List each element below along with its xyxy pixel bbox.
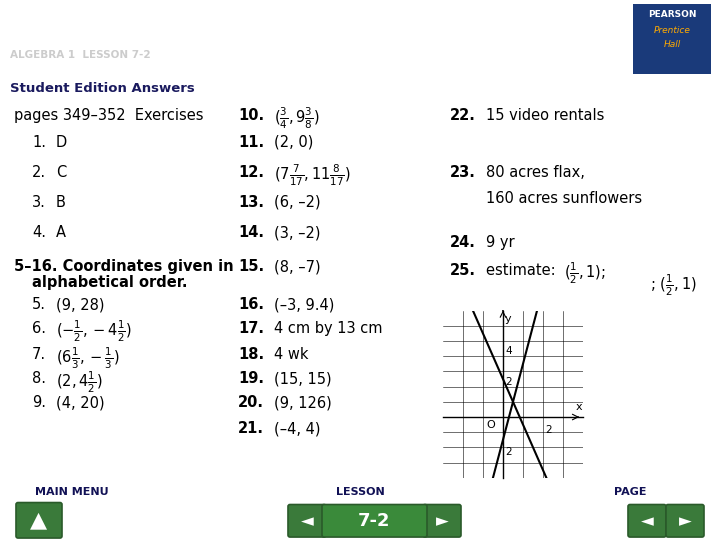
Text: 4 cm by 13 cm: 4 cm by 13 cm <box>274 321 382 336</box>
Text: 13.: 13. <box>238 195 264 210</box>
Text: 23.: 23. <box>450 165 476 180</box>
Text: ►: ► <box>679 512 691 530</box>
FancyBboxPatch shape <box>322 504 427 537</box>
Text: (4, 20): (4, 20) <box>56 395 104 410</box>
Text: 25.: 25. <box>450 263 476 278</box>
Text: (6, –2): (6, –2) <box>274 195 320 210</box>
Text: Hall: Hall <box>663 40 680 49</box>
Text: $(2, 4\frac{1}{2})$: $(2, 4\frac{1}{2})$ <box>56 369 102 395</box>
Text: (3, –2): (3, –2) <box>274 225 320 240</box>
Text: 12.: 12. <box>238 165 264 180</box>
Text: 5.: 5. <box>32 297 46 312</box>
Text: (2, 0): (2, 0) <box>274 135 313 150</box>
Text: 7-2: 7-2 <box>358 512 390 530</box>
Text: D: D <box>56 135 67 150</box>
Text: 15 video rentals: 15 video rentals <box>486 108 604 123</box>
Text: 2: 2 <box>545 424 552 435</box>
Text: $(6\frac{1}{3}, -\frac{1}{3})$: $(6\frac{1}{3}, -\frac{1}{3})$ <box>56 345 120 370</box>
FancyBboxPatch shape <box>628 504 666 537</box>
Text: PAGE: PAGE <box>613 487 647 497</box>
Text: 8.: 8. <box>32 371 46 386</box>
Text: 10.: 10. <box>238 108 264 123</box>
FancyBboxPatch shape <box>288 504 326 537</box>
Text: 2: 2 <box>505 376 512 387</box>
FancyBboxPatch shape <box>666 504 704 537</box>
Text: 3.: 3. <box>32 195 46 210</box>
Text: 80 acres flax,: 80 acres flax, <box>486 165 585 180</box>
Text: 15.: 15. <box>238 259 264 274</box>
Text: ◄: ◄ <box>301 512 313 530</box>
Text: estimate:: estimate: <box>486 263 560 278</box>
Text: ▲: ▲ <box>30 510 48 530</box>
Text: 16.: 16. <box>238 297 264 312</box>
Text: 11.: 11. <box>238 135 264 150</box>
Text: 6.: 6. <box>32 321 46 336</box>
Text: 7.: 7. <box>32 347 46 362</box>
Text: (9, 28): (9, 28) <box>56 297 104 312</box>
Text: 21.: 21. <box>238 421 264 436</box>
Text: (9, 126): (9, 126) <box>274 395 332 410</box>
Text: 9 yr: 9 yr <box>486 235 515 250</box>
Text: 2.: 2. <box>32 165 46 180</box>
FancyBboxPatch shape <box>633 4 711 75</box>
FancyBboxPatch shape <box>423 504 461 537</box>
Text: 5–16. Coordinates given in: 5–16. Coordinates given in <box>14 259 233 274</box>
Text: alphabetical order.: alphabetical order. <box>32 275 187 290</box>
Text: 4: 4 <box>505 346 512 356</box>
Text: 4 wk: 4 wk <box>274 347 308 362</box>
Text: 19.: 19. <box>238 371 264 386</box>
Text: Student Edition Answers: Student Edition Answers <box>10 82 194 95</box>
Text: 9.: 9. <box>32 395 46 410</box>
Text: B: B <box>56 195 66 210</box>
Text: pages 349–352  Exercises: pages 349–352 Exercises <box>14 108 204 123</box>
Text: O: O <box>486 420 495 430</box>
Text: 14.: 14. <box>238 225 264 240</box>
Text: 18.: 18. <box>238 347 264 362</box>
Text: PEARSON: PEARSON <box>648 10 696 19</box>
Text: 160 acres sunflowers: 160 acres sunflowers <box>486 191 642 206</box>
Text: 4.: 4. <box>32 225 46 240</box>
Text: ALGEBRA 1  LESSON 7-2: ALGEBRA 1 LESSON 7-2 <box>10 50 150 60</box>
Text: 2: 2 <box>505 448 512 457</box>
Text: (–3, 9.4): (–3, 9.4) <box>274 297 334 312</box>
Text: 1.: 1. <box>32 135 46 150</box>
Text: MAIN MENU: MAIN MENU <box>35 487 109 497</box>
Text: Solving Systems Using Substitution: Solving Systems Using Substitution <box>10 18 487 42</box>
Text: ►: ► <box>436 512 449 530</box>
Text: 17.: 17. <box>238 321 264 336</box>
Text: 20.: 20. <box>238 395 264 410</box>
Text: 22.: 22. <box>450 108 476 123</box>
FancyBboxPatch shape <box>16 503 62 538</box>
Text: y: y <box>505 314 512 323</box>
Text: $(-\frac{1}{2}, -4\frac{1}{2})$: $(-\frac{1}{2}, -4\frac{1}{2})$ <box>56 319 132 345</box>
Text: $(7\frac{7}{17}, 11\frac{8}{17})$: $(7\frac{7}{17}, 11\frac{8}{17})$ <box>274 163 351 188</box>
Text: (15, 15): (15, 15) <box>274 371 332 386</box>
Text: C: C <box>56 165 66 180</box>
Text: LESSON: LESSON <box>336 487 384 497</box>
Text: ; $(\frac{1}{2}, 1)$: ; $(\frac{1}{2}, 1)$ <box>650 273 697 299</box>
Text: $(\frac{1}{2}, 1)$;: $(\frac{1}{2}, 1)$; <box>564 261 606 286</box>
Text: Prentice: Prentice <box>654 26 690 35</box>
Text: (8, –7): (8, –7) <box>274 259 320 274</box>
Text: 24.: 24. <box>450 235 476 250</box>
Text: ◄: ◄ <box>641 512 653 530</box>
Text: $(\frac{3}{4}, 9\frac{3}{8})$: $(\frac{3}{4}, 9\frac{3}{8})$ <box>274 106 320 131</box>
Text: A: A <box>56 225 66 240</box>
Text: x: x <box>575 402 582 413</box>
Text: (–4, 4): (–4, 4) <box>274 421 320 436</box>
